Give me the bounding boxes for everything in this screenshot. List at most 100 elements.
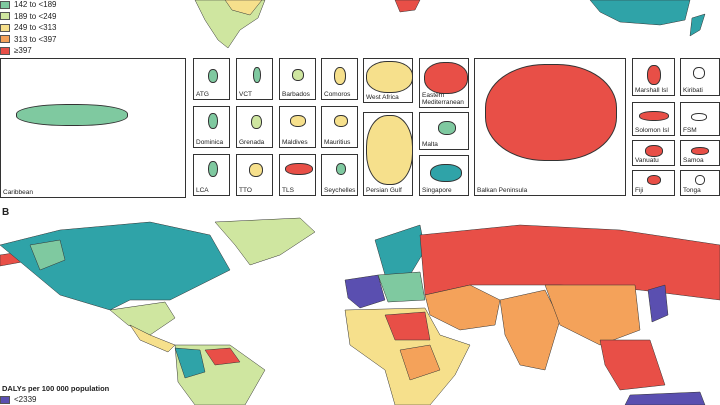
legend-item: 249 to <313 bbox=[0, 23, 56, 32]
inset-region bbox=[691, 147, 709, 155]
inset-box: Barbados bbox=[279, 58, 316, 100]
inset-region bbox=[438, 121, 456, 135]
inset-region bbox=[691, 113, 707, 121]
inset-box: TLS bbox=[279, 154, 316, 196]
legend-label: 142 to <189 bbox=[14, 0, 57, 9]
inset-box: Caribbean bbox=[0, 58, 186, 198]
legend-swatch bbox=[0, 12, 10, 20]
legend-label: 313 to <397 bbox=[14, 34, 57, 44]
inset-region bbox=[647, 65, 661, 85]
inset-label: Maldives bbox=[282, 139, 308, 146]
legend-title: DALYs per 100 000 population bbox=[2, 384, 110, 393]
inset-box: Marshall Isl bbox=[632, 58, 675, 96]
inset-label: Seychelles bbox=[324, 187, 356, 194]
inset-region bbox=[334, 67, 346, 85]
north-america bbox=[0, 221, 231, 311]
inset-label: FSM bbox=[683, 127, 697, 134]
inset-box: Balkan Peninsula bbox=[474, 58, 626, 196]
inset-box: Grenada bbox=[236, 106, 273, 148]
inset-box: Kiribati bbox=[680, 58, 720, 96]
inset-label: Dominica bbox=[196, 139, 224, 146]
japan bbox=[647, 284, 669, 323]
inset-label: Malta bbox=[422, 141, 438, 148]
inset-box: Solomon Isl bbox=[632, 102, 675, 136]
inset-region bbox=[285, 163, 313, 175]
inset-box: VCT bbox=[236, 58, 273, 100]
legend-label: ≥397 bbox=[14, 46, 32, 55]
region bbox=[109, 301, 176, 336]
region bbox=[224, 0, 263, 16]
region bbox=[384, 311, 431, 341]
inset-label: Persian Gulf bbox=[366, 187, 402, 194]
inset-box: Maldives bbox=[279, 106, 316, 148]
inset-region bbox=[208, 161, 218, 177]
legend-label: 249 to <313 bbox=[14, 23, 57, 32]
south-asia bbox=[499, 289, 561, 371]
inset-region bbox=[290, 115, 306, 127]
inset-label: VCT bbox=[239, 91, 252, 98]
inset-region bbox=[249, 163, 263, 177]
inset-region bbox=[645, 145, 663, 157]
inset-label: Solomon Isl bbox=[635, 127, 669, 134]
inset-region bbox=[366, 61, 412, 93]
inset-region bbox=[485, 64, 617, 161]
inset-region bbox=[639, 111, 669, 121]
region bbox=[204, 347, 241, 366]
inset-region bbox=[695, 175, 705, 185]
australia-fragment bbox=[589, 0, 691, 26]
inset-region bbox=[208, 113, 218, 129]
western-europe bbox=[344, 274, 386, 309]
africa-fragment bbox=[394, 0, 421, 13]
inset-label: Fiji bbox=[635, 187, 644, 194]
inset-box: Singapore bbox=[419, 155, 469, 196]
inset-label: Comoros bbox=[324, 91, 351, 98]
inset-label: Singapore bbox=[422, 187, 452, 194]
inset-label: Eastern Mediterranean bbox=[422, 92, 464, 106]
inset-box: Fiji bbox=[632, 170, 675, 196]
legend-item: <2339 bbox=[0, 395, 36, 404]
inset-box: Vanuatu bbox=[632, 140, 675, 166]
inset-box: Tonga bbox=[680, 170, 720, 196]
nz-fragment bbox=[689, 13, 706, 37]
inset-box: Malta bbox=[419, 112, 469, 150]
legend-label: 189 to <249 bbox=[14, 11, 57, 21]
inset-label: Tonga bbox=[683, 187, 701, 194]
inset-label: LCA bbox=[196, 187, 209, 194]
inset-region bbox=[253, 67, 261, 83]
region bbox=[399, 344, 441, 381]
inset-label: Mauritius bbox=[324, 139, 351, 146]
region bbox=[174, 347, 206, 379]
inset-label: Marshall Isl bbox=[635, 87, 668, 94]
inset-region bbox=[693, 67, 705, 79]
inset-label: West Africa bbox=[366, 94, 399, 101]
inset-box: ATG bbox=[193, 58, 230, 100]
legend-swatch bbox=[0, 35, 10, 43]
inset-box: TTO bbox=[236, 154, 273, 196]
legend-swatch bbox=[0, 0, 10, 9]
inset-region bbox=[336, 163, 346, 175]
inset-label: Kiribati bbox=[683, 87, 703, 94]
greenland bbox=[214, 217, 316, 266]
inset-region bbox=[424, 62, 468, 94]
legend-item: 313 to <397 bbox=[0, 35, 56, 44]
legend-label: <2339 bbox=[14, 395, 37, 404]
australia bbox=[624, 391, 706, 405]
legend-swatch bbox=[0, 46, 10, 55]
inset-label: Vanuatu bbox=[635, 157, 659, 164]
inset-region bbox=[251, 115, 262, 129]
inset-region bbox=[366, 115, 412, 185]
inset-region bbox=[647, 175, 661, 185]
inset-region bbox=[292, 69, 304, 81]
inset-label: TTO bbox=[239, 187, 252, 194]
inset-box: Eastern Mediterranean bbox=[419, 58, 469, 108]
inset-region bbox=[16, 104, 128, 126]
inset-box: Seychelles bbox=[321, 154, 358, 196]
central-europe bbox=[377, 271, 426, 303]
inset-label: TLS bbox=[282, 187, 294, 194]
legend-item: 189 to <249 bbox=[0, 12, 56, 21]
inset-box: Mauritius bbox=[321, 106, 358, 148]
legend-swatch bbox=[0, 395, 10, 404]
inset-region bbox=[208, 69, 218, 83]
